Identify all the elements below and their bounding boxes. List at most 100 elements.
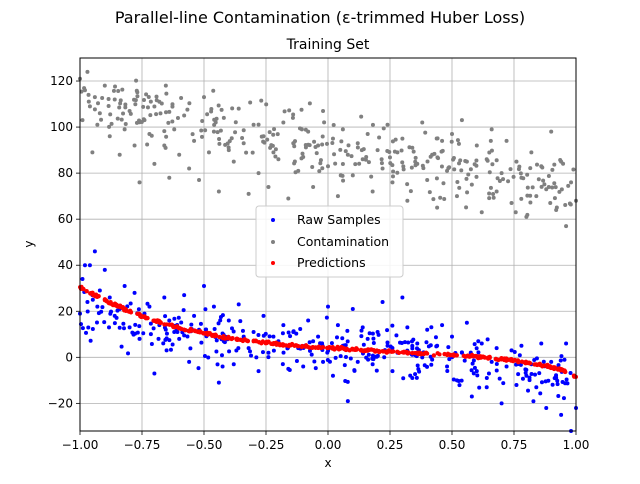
data-point [188, 346, 193, 351]
data-point [549, 359, 554, 364]
data-point [133, 322, 138, 327]
data-point [320, 142, 325, 147]
data-point [291, 112, 296, 117]
data-point [390, 345, 395, 350]
data-point [550, 185, 555, 190]
data-point [280, 362, 285, 367]
data-point [134, 88, 139, 93]
data-point [509, 356, 514, 362]
data-point [107, 325, 112, 330]
data-point [317, 169, 322, 174]
data-point [100, 305, 105, 310]
data-point [286, 196, 291, 201]
data-point [477, 385, 482, 390]
data-point [371, 341, 376, 346]
data-point [370, 189, 375, 194]
data-point [352, 368, 357, 373]
data-point [115, 304, 120, 309]
data-point [523, 370, 528, 375]
data-point [554, 205, 559, 210]
data-point [550, 167, 555, 172]
data-point [219, 107, 224, 112]
data-point [494, 361, 499, 366]
data-points [78, 69, 578, 433]
data-point [393, 137, 398, 142]
data-point [123, 121, 128, 126]
data-point [219, 353, 224, 358]
data-point [202, 354, 207, 359]
data-point [428, 154, 433, 159]
data-point [558, 158, 563, 163]
data-point [163, 145, 168, 150]
data-point [357, 161, 362, 166]
data-point [449, 139, 454, 144]
data-point [238, 319, 243, 324]
data-point [162, 322, 167, 327]
data-point [244, 150, 249, 155]
data-point [116, 88, 121, 93]
data-point [307, 101, 312, 106]
data-point [268, 145, 273, 150]
data-point [494, 158, 499, 163]
data-point [338, 147, 343, 152]
data-point [134, 78, 139, 83]
data-point [164, 91, 169, 96]
data-point [215, 362, 220, 367]
data-point [382, 355, 387, 360]
data-point [446, 345, 451, 350]
data-point [432, 151, 437, 156]
data-point [97, 288, 102, 293]
data-point [148, 113, 153, 118]
data-point [436, 156, 441, 161]
data-point [424, 350, 429, 356]
data-point [487, 196, 492, 201]
data-point [494, 346, 499, 351]
data-point [326, 164, 330, 169]
data-point [216, 103, 221, 108]
data-point [310, 164, 315, 169]
data-point [131, 332, 136, 337]
data-point [351, 347, 357, 352]
data-point [431, 197, 436, 202]
data-point [398, 340, 403, 345]
data-point [275, 132, 280, 137]
data-point [501, 177, 506, 182]
data-point [149, 341, 154, 346]
data-point [256, 369, 261, 374]
data-point [220, 335, 225, 341]
data-point [236, 302, 241, 307]
data-point [338, 354, 343, 359]
data-point [424, 340, 429, 345]
data-point [504, 138, 509, 143]
data-point [320, 134, 325, 139]
data-point [161, 341, 166, 346]
data-point [523, 359, 529, 365]
data-point [154, 94, 159, 99]
data-point [281, 120, 286, 125]
data-point [542, 182, 547, 187]
data-point [456, 379, 461, 384]
data-point [171, 324, 176, 330]
data-point [366, 352, 371, 357]
data-point [508, 167, 513, 172]
data-point [166, 120, 171, 125]
data-point [259, 134, 264, 139]
data-point [370, 362, 375, 367]
data-point [530, 185, 535, 190]
data-point [152, 371, 157, 376]
data-point [431, 353, 437, 358]
data-point [149, 133, 154, 138]
data-point [96, 311, 101, 316]
y-tick-label: 120 [50, 74, 73, 88]
data-point [556, 363, 561, 368]
data-point [390, 323, 395, 328]
data-point [555, 382, 560, 387]
data-point [94, 294, 100, 300]
data-point [99, 117, 104, 122]
data-point [361, 147, 366, 152]
data-point [167, 109, 172, 114]
data-point [112, 321, 117, 326]
data-point [406, 350, 411, 355]
data-point [385, 122, 390, 127]
data-point [459, 118, 464, 123]
